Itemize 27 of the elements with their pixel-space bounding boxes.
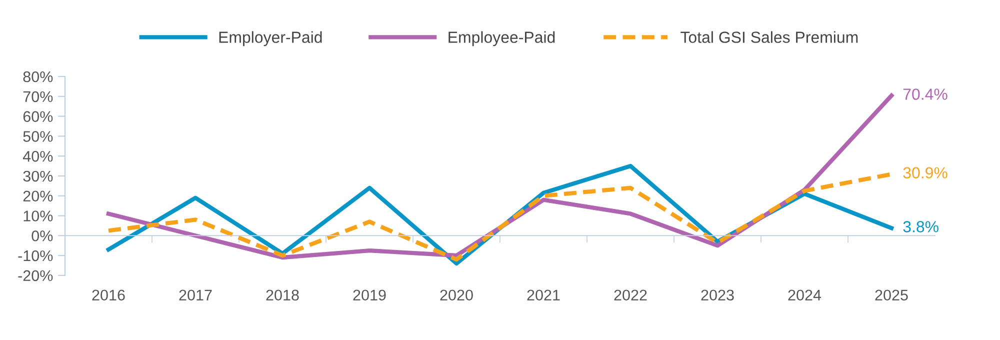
annotation: 70.4% [903, 88, 948, 100]
y-tick-label: -10% [18, 250, 53, 262]
x-tick-label: 2024 [788, 290, 822, 301]
legend-label: Employee-Paid [448, 31, 555, 46]
x-tick-label: 2023 [701, 290, 734, 301]
x-tick-label: 2016 [92, 290, 125, 301]
y-tick-label: 50% [23, 131, 53, 142]
y-tick-label: 40% [22, 150, 53, 162]
y-tick-label: 0% [32, 230, 53, 242]
annotation: 30.9% [903, 167, 948, 178]
y-tick-label: 10% [24, 210, 53, 222]
x-tick-label: 2017 [179, 290, 212, 301]
legend-label: Total GSI Sales Premium [680, 31, 858, 43]
annotation: 3.8% [903, 221, 938, 232]
y-tick-label: 60% [23, 111, 53, 122]
x-tick-label: 2020 [440, 290, 473, 301]
y-tick-label: 20% [23, 190, 53, 202]
x-tick-label: 2019 [353, 290, 386, 301]
x-tick-label: 2018 [266, 290, 299, 301]
legend-label: Employer-Paid [219, 31, 322, 46]
y-tick-label: 80% [23, 71, 53, 82]
x-tick-label: 2022 [614, 290, 647, 301]
x-tick-label: 2025 [875, 290, 908, 301]
y-tick-label: 70% [23, 91, 53, 102]
x-tick-label: 2021 [527, 290, 560, 301]
y-tick-label: -20% [18, 270, 53, 282]
y-tick-label: 30% [23, 170, 53, 182]
